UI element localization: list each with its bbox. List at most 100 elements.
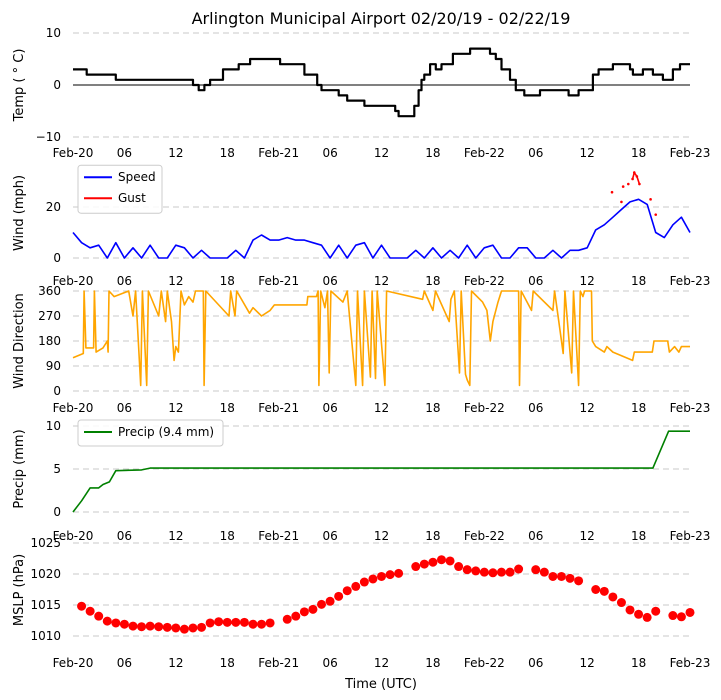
mslp-point bbox=[308, 604, 318, 614]
gust-point bbox=[627, 182, 630, 186]
chart-title: Arlington Municipal Airport 02/20/19 - 0… bbox=[192, 9, 571, 28]
x-tick-label: 06 bbox=[528, 401, 543, 415]
mslp-point bbox=[479, 567, 489, 577]
gust-point bbox=[620, 200, 623, 204]
x-tick-label: Feb-23 bbox=[670, 146, 711, 160]
precip-9-4-mm-line bbox=[72, 430, 690, 513]
legend-label: Precip (9.4 mm) bbox=[118, 425, 214, 439]
y-tick-label: 1010 bbox=[30, 629, 61, 643]
y-axis-label: MSLP (hPa) bbox=[12, 554, 27, 626]
x-tick-label: Feb-22 bbox=[464, 529, 505, 543]
x-tick-label: Feb-22 bbox=[464, 146, 505, 160]
y-tick-label: 270 bbox=[38, 309, 61, 323]
mslp-point bbox=[94, 611, 104, 621]
mslp-point bbox=[111, 618, 121, 628]
mslp-point bbox=[419, 559, 429, 569]
mslp-point bbox=[599, 586, 609, 596]
y-tick-label: 360 bbox=[38, 284, 61, 298]
x-tick-label: 06 bbox=[117, 529, 132, 543]
y-tick-label: 5 bbox=[53, 462, 61, 476]
x-tick-label: 12 bbox=[374, 146, 389, 160]
x-tick-label: 12 bbox=[168, 274, 183, 288]
y-tick-label: 1020 bbox=[30, 567, 61, 581]
x-tick-label: 18 bbox=[631, 146, 646, 160]
x-tick-label: Feb-22 bbox=[464, 656, 505, 670]
mslp-point bbox=[317, 599, 327, 609]
x-tick-label: Feb-20 bbox=[53, 656, 94, 670]
x-tick-label: 06 bbox=[322, 401, 337, 415]
mslp-point bbox=[591, 585, 601, 594]
x-tick-label: 12 bbox=[374, 656, 389, 670]
panel-wind-direction: 0 90 180 270 360 Feb-20 06 12 18 Feb-21 06 12 18 Feb-… bbox=[12, 284, 710, 415]
x-tick-label: 18 bbox=[220, 401, 235, 415]
y-tick-label: 20 bbox=[46, 200, 61, 214]
x-tick-label: 12 bbox=[374, 274, 389, 288]
x-tick-label: 06 bbox=[322, 656, 337, 670]
x-tick-label: 18 bbox=[220, 529, 235, 543]
gust-point bbox=[631, 177, 634, 181]
mslp-point bbox=[137, 622, 147, 632]
x-tick-label: 06 bbox=[322, 146, 337, 160]
x-tick-label: 06 bbox=[528, 656, 543, 670]
x-tick-label: 12 bbox=[168, 656, 183, 670]
x-tick-label: 12 bbox=[168, 529, 183, 543]
mslp-point bbox=[548, 571, 558, 581]
x-tick-label: Feb-23 bbox=[670, 274, 711, 288]
mslp-point bbox=[265, 618, 275, 628]
mslp-point bbox=[385, 570, 395, 580]
mslp-point bbox=[188, 623, 198, 633]
mslp-point bbox=[642, 612, 652, 622]
mslp-point bbox=[436, 555, 446, 565]
mslp-point bbox=[145, 621, 155, 631]
mslp-point bbox=[634, 609, 644, 619]
mslp-point bbox=[77, 601, 87, 611]
mslp-point bbox=[394, 568, 404, 578]
mslp-point bbox=[565, 573, 575, 583]
x-tick-label: 18 bbox=[631, 401, 646, 415]
legend-label: Gust bbox=[118, 191, 146, 205]
x-tick-label: 12 bbox=[580, 656, 595, 670]
mslp-point bbox=[171, 623, 181, 633]
mslp-point bbox=[334, 591, 344, 601]
mslp-point bbox=[119, 619, 129, 629]
x-tick-label: Feb-21 bbox=[258, 274, 299, 288]
mslp-point bbox=[574, 576, 584, 586]
mslp-point bbox=[505, 567, 515, 577]
x-tick-label: 06 bbox=[117, 274, 132, 288]
x-tick-label: 12 bbox=[580, 146, 595, 160]
x-tick-label: 18 bbox=[631, 656, 646, 670]
mslp-point bbox=[377, 571, 386, 581]
x-tick-label: 18 bbox=[220, 656, 235, 670]
gust-point bbox=[654, 213, 658, 216]
speed-line bbox=[72, 198, 691, 259]
mslp-point bbox=[154, 622, 164, 632]
y-axis-label: Wind (mph) bbox=[12, 175, 27, 251]
x-tick-label: 12 bbox=[580, 274, 595, 288]
x-tick-label: 18 bbox=[425, 401, 440, 415]
x-tick-label: 18 bbox=[425, 529, 440, 543]
mslp-point bbox=[616, 598, 626, 608]
x-tick-label: Feb-22 bbox=[464, 274, 505, 288]
mslp-point bbox=[102, 616, 112, 626]
x-tick-label: Feb-23 bbox=[670, 401, 711, 415]
mslp-point bbox=[351, 581, 361, 591]
y-tick-label: 0 bbox=[53, 251, 61, 265]
mslp-point bbox=[368, 574, 378, 584]
mslp-point bbox=[231, 617, 241, 627]
mslp-point bbox=[239, 617, 249, 627]
x-tick-label: 12 bbox=[580, 401, 595, 415]
mslp-point bbox=[197, 622, 207, 632]
x-tick-label: 12 bbox=[168, 401, 183, 415]
mslp-point bbox=[651, 606, 661, 616]
gust-line bbox=[631, 170, 641, 185]
y-tick-label: 0 bbox=[53, 78, 61, 92]
x-tick-label: Feb-23 bbox=[670, 656, 711, 670]
mslp-point bbox=[214, 617, 224, 627]
mslp-point bbox=[325, 596, 335, 606]
mslp-point bbox=[668, 611, 678, 621]
y-tick-label: 10 bbox=[46, 419, 61, 433]
gust-point bbox=[649, 198, 652, 201]
mslp-point bbox=[462, 565, 472, 575]
x-axis-label: Time (UTC) bbox=[344, 677, 417, 692]
